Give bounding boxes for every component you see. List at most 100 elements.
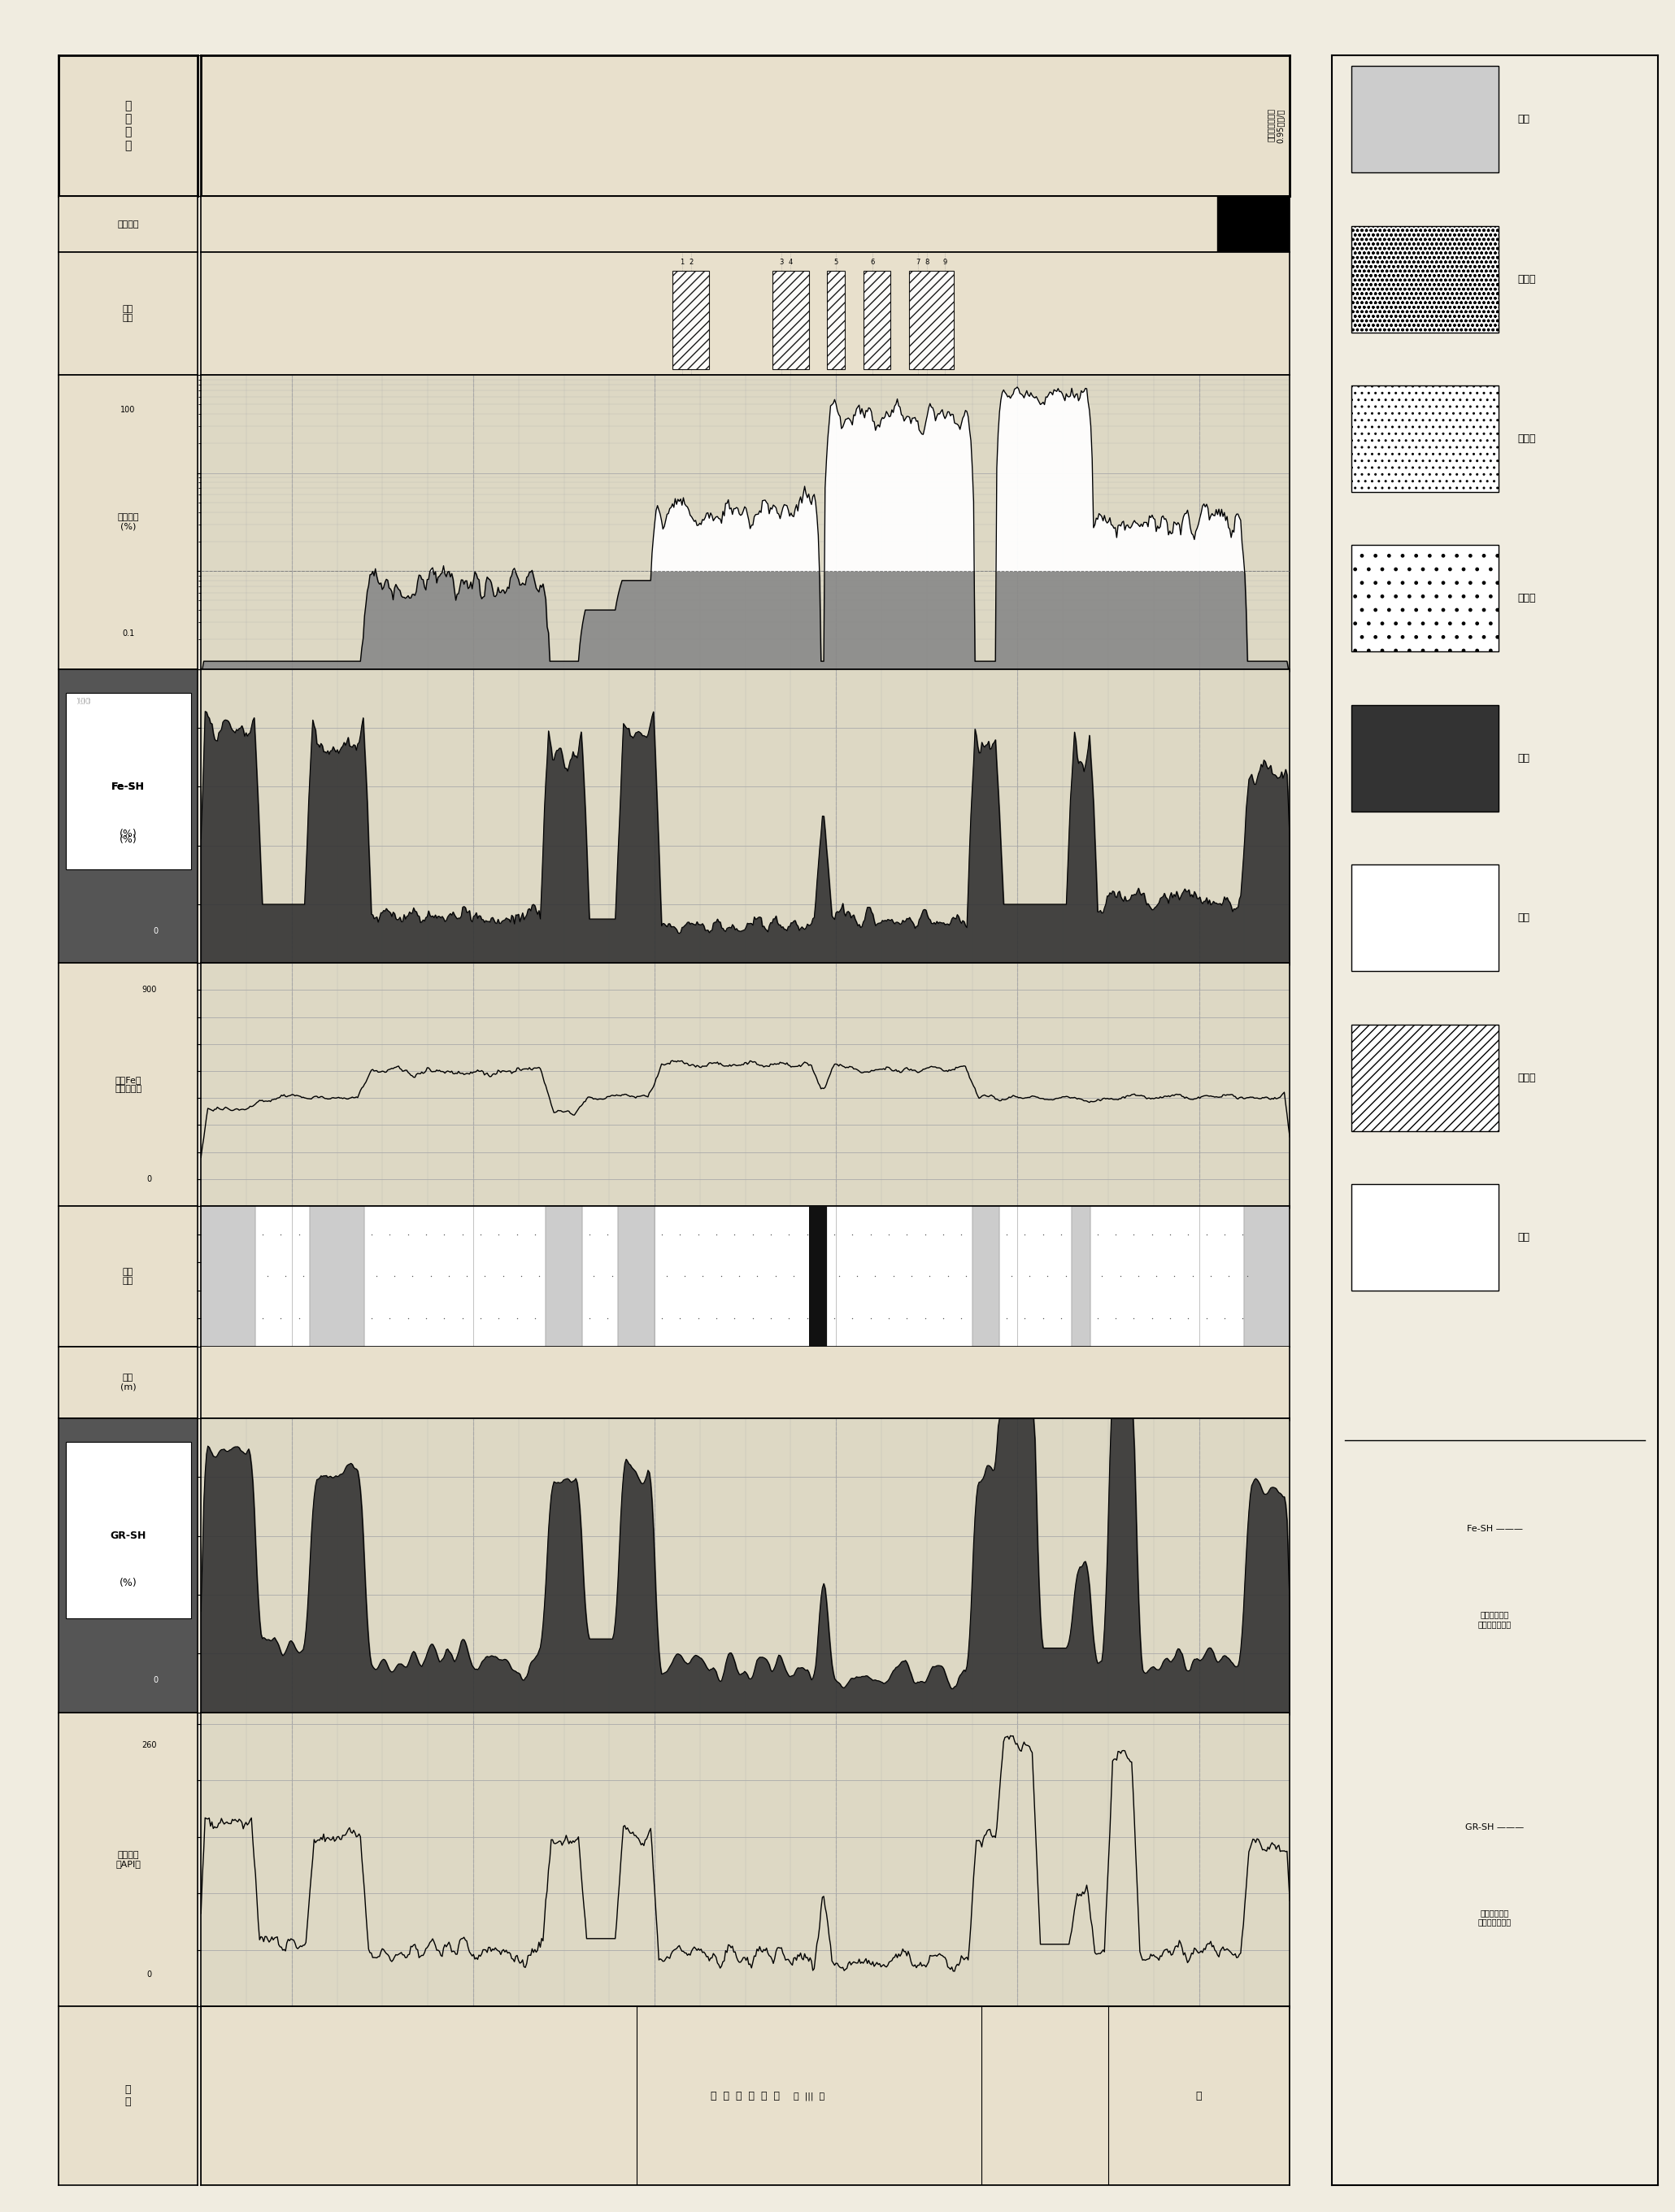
Bar bbox=[636, 2006, 982, 2185]
Point bbox=[250, 1301, 276, 1336]
Bar bbox=[1245, 1206, 1290, 1347]
Text: 3: 3 bbox=[779, 259, 784, 265]
Text: 900: 900 bbox=[141, 987, 156, 993]
Text: 粗砂岩: 粗砂岩 bbox=[1518, 274, 1536, 285]
Point bbox=[993, 1301, 1020, 1336]
Point bbox=[1193, 1217, 1219, 1252]
Point bbox=[1142, 1259, 1169, 1294]
Text: (%): (%) bbox=[119, 830, 137, 838]
Bar bbox=[1218, 197, 1290, 252]
Point bbox=[1030, 1217, 1057, 1252]
Point bbox=[1049, 1301, 1075, 1336]
Point bbox=[1012, 1301, 1038, 1336]
Point bbox=[1107, 1259, 1134, 1294]
Point bbox=[1126, 1259, 1152, 1294]
Point bbox=[489, 1259, 516, 1294]
Point bbox=[799, 1259, 826, 1294]
Bar bbox=[65, 692, 191, 869]
Bar bbox=[1352, 226, 1497, 332]
Text: 7: 7 bbox=[916, 259, 920, 265]
Point bbox=[839, 1301, 866, 1336]
Point bbox=[1139, 1217, 1166, 1252]
Point bbox=[1102, 1301, 1129, 1336]
Text: (%): (%) bbox=[119, 834, 137, 845]
Bar bbox=[827, 1206, 971, 1347]
Bar bbox=[1352, 865, 1497, 971]
Bar bbox=[971, 1206, 1000, 1347]
Point bbox=[286, 1301, 313, 1336]
Point bbox=[449, 1217, 476, 1252]
Point bbox=[876, 1217, 903, 1252]
Text: 干层: 干层 bbox=[1518, 914, 1529, 922]
Point bbox=[858, 1301, 884, 1336]
Point bbox=[358, 1301, 385, 1336]
Text: 综合
解释: 综合 解释 bbox=[122, 305, 134, 323]
Point bbox=[1017, 1259, 1044, 1294]
Point bbox=[653, 1259, 680, 1294]
Bar bbox=[581, 1206, 618, 1347]
Text: 气测全烃
(%): 气测全烃 (%) bbox=[117, 513, 139, 531]
Point bbox=[948, 1301, 975, 1336]
Point bbox=[648, 1217, 675, 1252]
Text: 岩性
剖面: 岩性 剖面 bbox=[122, 1267, 134, 1285]
Bar bbox=[1352, 66, 1497, 173]
Bar bbox=[1352, 1024, 1497, 1130]
Text: 8: 8 bbox=[925, 259, 930, 265]
Point bbox=[844, 1259, 871, 1294]
Text: 2: 2 bbox=[688, 259, 693, 265]
Text: 铁（Fe）
（脉冲数）: 铁（Fe） （脉冲数） bbox=[114, 1075, 142, 1093]
Point bbox=[893, 1301, 920, 1336]
Point bbox=[893, 1217, 920, 1252]
Text: 6: 6 bbox=[871, 259, 874, 265]
Point bbox=[521, 1301, 548, 1336]
Point bbox=[380, 1259, 407, 1294]
Bar bbox=[363, 1206, 546, 1347]
Point bbox=[667, 1301, 693, 1336]
Point bbox=[707, 1259, 734, 1294]
Text: Fe-SH: Fe-SH bbox=[112, 781, 144, 792]
Point bbox=[417, 1259, 444, 1294]
Point bbox=[1049, 1217, 1075, 1252]
Text: 中砂岩: 中砂岩 bbox=[1518, 434, 1536, 445]
Point bbox=[776, 1217, 802, 1252]
Point bbox=[521, 1217, 548, 1252]
Text: 0: 0 bbox=[146, 1971, 151, 1980]
Point bbox=[454, 1259, 481, 1294]
Point bbox=[1121, 1217, 1147, 1252]
Bar bbox=[827, 270, 846, 369]
Point bbox=[1216, 1259, 1243, 1294]
Point bbox=[916, 1259, 943, 1294]
Text: 用铁元素采取
的泥质含量曲线: 用铁元素采取 的泥质含量曲线 bbox=[1479, 1610, 1511, 1628]
Point bbox=[930, 1301, 956, 1336]
Point bbox=[486, 1217, 513, 1252]
Point bbox=[690, 1259, 717, 1294]
Text: 100: 100 bbox=[75, 697, 90, 706]
Text: 1: 1 bbox=[680, 259, 683, 265]
Point bbox=[430, 1301, 457, 1336]
Point bbox=[1211, 1217, 1238, 1252]
Text: 0: 0 bbox=[154, 927, 159, 936]
Point bbox=[685, 1217, 712, 1252]
Point bbox=[667, 1217, 693, 1252]
Bar bbox=[809, 1206, 827, 1347]
Point bbox=[1211, 1301, 1238, 1336]
Point bbox=[911, 1217, 938, 1252]
Bar bbox=[255, 1206, 310, 1347]
Bar bbox=[618, 1206, 655, 1347]
Point bbox=[449, 1301, 476, 1336]
Point bbox=[757, 1217, 784, 1252]
Point bbox=[757, 1301, 784, 1336]
Point bbox=[363, 1259, 390, 1294]
Point bbox=[744, 1259, 770, 1294]
Text: GR-SH: GR-SH bbox=[111, 1531, 146, 1542]
Point bbox=[998, 1259, 1025, 1294]
Bar bbox=[310, 1206, 363, 1347]
Text: 5: 5 bbox=[834, 259, 838, 265]
Point bbox=[1234, 1259, 1261, 1294]
Point bbox=[395, 1301, 422, 1336]
Point bbox=[1156, 1217, 1183, 1252]
Point bbox=[268, 1217, 295, 1252]
Point bbox=[776, 1301, 802, 1336]
Point bbox=[1012, 1217, 1038, 1252]
Text: Fe-SH: Fe-SH bbox=[112, 781, 144, 792]
